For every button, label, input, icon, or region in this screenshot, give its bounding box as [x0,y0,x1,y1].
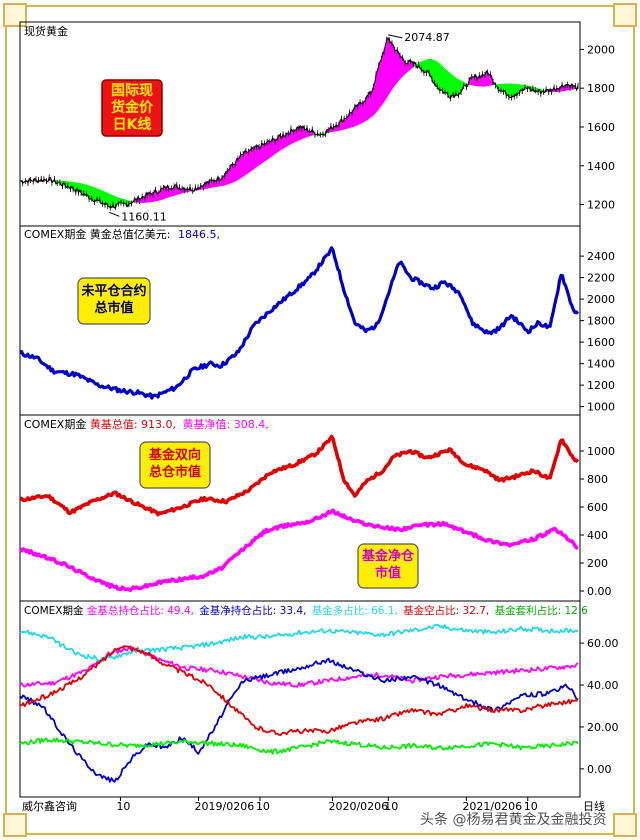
source-label: 威尔鑫咨询 [22,799,77,813]
y-tick-label: 40.00 [587,679,619,692]
x-tick-label: 2019/0206 [195,800,255,813]
open-interest-value-panel: COMEX期金 黄金总值亿美元: 1846.5, 1000 1200 1400 160… [19,227,615,414]
y-tick-label: 200 [587,557,608,570]
x-tick-label: 2021/0206 [462,800,522,813]
x-tick-label: 10 [256,800,270,813]
panel-legend: COMEX期金 黄基总值: 913.0, 黄基净值: 308.4, [24,417,269,431]
y-tick-label: 1400 [587,358,615,371]
y-tick-label: 600 [587,501,608,514]
series-line [19,657,579,783]
high-annotation: 2074.87 [404,31,450,44]
y-tick-label: 1800 [587,82,615,95]
legend-entry: 基金套利占比: 12.6 [495,604,589,617]
y-axis: 0.00 20.00 40.00 60.00 [580,637,619,776]
frame-corner-bottom-right [613,813,637,837]
series-line [18,508,579,592]
y-tick-label: 1200 [587,199,615,212]
series-line [19,434,580,517]
y-tick-label: 2400 [587,250,615,263]
price-line [19,34,579,217]
funds-value-panel: COMEX期金 黄基总值: 913.0, 黄基净值: 308.4, 0.00 20… [18,417,615,598]
frame-corner-bottom-left [3,813,27,837]
badge-net: 基金净仓市值 [357,543,419,589]
ratio-lines [19,623,579,783]
legend-entry: 基金多占比: 66.1, [312,604,398,617]
y-tick-label: 0.00 [587,763,612,776]
y-tick-label: 1600 [587,336,615,349]
legend-entry: 黄基净值: 308.4, [183,417,269,431]
value-line [19,246,580,400]
timeframe-label: 日线 [583,799,605,813]
low-annotation: 1160.11 [121,210,167,223]
y-tick-label: 1600 [587,121,615,134]
badge-gross: 基金双向总仓市值 [139,441,211,489]
low-marker [109,211,120,217]
y-tick-label: 1400 [587,160,615,173]
panel-legend: COMEX期金 黄金总值亿美元: 1846.5, [24,227,220,241]
spot-gold-panel: 现货黄金 1200 1400 1600 1800 2000 2074.87 1160.1… [19,24,615,223]
x-tick-label: 10 [384,800,398,813]
y-tick-label: 1200 [587,379,615,392]
legend-entry: 1846.5, [178,228,220,241]
y-tick-label: 2000 [587,293,615,306]
y-tick-label: 1000 [587,401,615,414]
panel-title: COMEX期金 黄金总值亿美元: [24,227,171,241]
series-line [19,246,580,400]
panel-title: 现货黄金 [24,24,68,38]
y-axis: 1200 1400 1600 1800 2000 [580,43,615,212]
y-tick-label: 0.00 [587,585,612,598]
frame-corner-top-right [613,3,637,27]
frame [5,5,635,835]
badge-open-interest: 未平仓合约总市值 [77,277,151,325]
y-tick-label: 1000 [587,445,615,458]
y-tick-label: 2200 [587,272,615,285]
badge-text: 未平仓合约总市值 [81,284,147,316]
watermark: 头条 @杨易君黄金及金融投资 [420,811,606,828]
legend-entry: 基金空占比: 32.7, [403,604,489,617]
series-line [19,623,579,662]
y-tick-label: 800 [587,473,608,486]
legend-entry: 黄基总值: 913.0, [90,417,176,431]
badge-spot-gold: 国际现货金价日K线 [101,79,163,137]
badge-text: 国际现货金价日K线 [111,83,153,133]
panel-legend: COMEX期金 金基总持仓占比: 49.4, 金基净持仓占比: 33.4, 基金… [24,604,588,617]
x-tick-label: 10 [524,800,538,813]
panel-title: COMEX期金 [24,604,84,617]
x-tick-label: 2020/0206 [328,800,388,813]
legend-entry: 金基总持仓占比: 49.4, [87,604,194,617]
high-marker [388,34,403,39]
position-ratios-panel: COMEX期金 金基总持仓占比: 49.4, 金基净持仓占比: 33.4, 基金… [19,604,619,783]
y-tick-label: 400 [587,529,608,542]
series-line [19,645,579,736]
badge-text: 基金双向总仓市值 [148,448,201,480]
y-axis: 0.00 200 400 600 800 1000 [580,445,615,598]
badge-text: 基金净仓市值 [361,549,414,581]
y-tick-label: 60.00 [587,637,619,650]
y-tick-label: 20.00 [587,721,619,734]
y-axis: 1000 1200 1400 1600 1800 2000 2200 2400 [580,250,615,414]
price-series [19,36,579,209]
panel-title: COMEX期金 [24,417,86,431]
frame-corner-top-left [3,3,27,27]
funds-lines [18,434,580,592]
x-tick-label: 10 [116,800,130,813]
y-tick-label: 2000 [587,43,615,56]
series-line [19,737,579,755]
y-tick-label: 1800 [587,315,615,328]
legend-entry: 金基净持仓占比: 33.4, [199,604,306,617]
